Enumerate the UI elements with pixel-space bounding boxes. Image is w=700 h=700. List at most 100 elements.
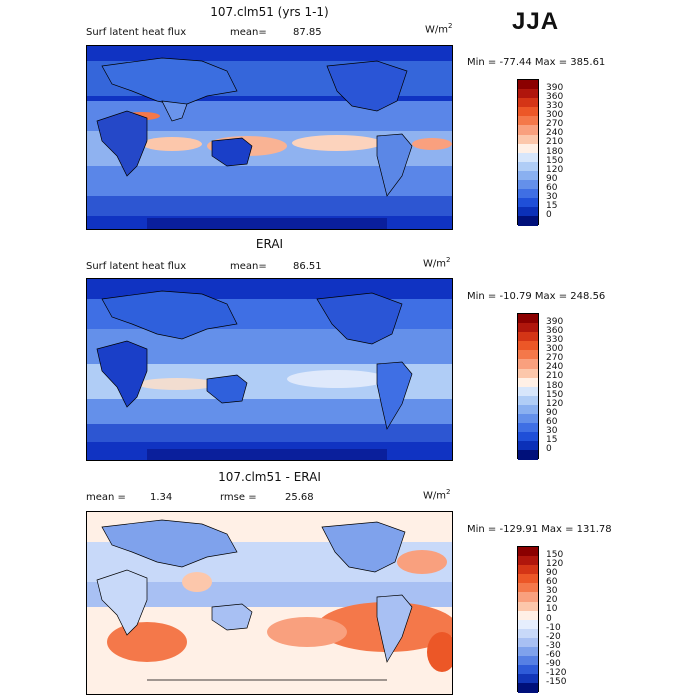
colorbar-label: 270 bbox=[546, 353, 564, 363]
colorbar-swatch bbox=[518, 152, 538, 162]
panel2-mean-value: 86.51 bbox=[293, 261, 322, 272]
colorbar-swatch bbox=[518, 637, 538, 648]
colorbar-swatch bbox=[518, 125, 538, 135]
colorbar-label: 240 bbox=[546, 362, 564, 372]
panel1-title: 107.clm51 (yrs 1-1) bbox=[210, 5, 329, 19]
colorbar-swatch bbox=[518, 332, 538, 342]
colorbar-swatch bbox=[518, 404, 538, 415]
colorbar-swatch bbox=[518, 683, 538, 693]
colorbar-swatch bbox=[518, 314, 538, 324]
colorbar-swatch bbox=[518, 395, 538, 405]
colorbar-label: 0 bbox=[546, 614, 552, 624]
colorbar-swatch bbox=[518, 547, 538, 557]
colorbar-swatch bbox=[518, 665, 538, 675]
colorbar-label: 10 bbox=[546, 604, 558, 614]
colorbar-label: 240 bbox=[546, 128, 564, 138]
colorbar-swatch bbox=[518, 601, 538, 611]
colorbar-swatch bbox=[518, 619, 538, 629]
panel3-map bbox=[86, 511, 453, 695]
colorbar-swatch bbox=[518, 377, 538, 387]
colorbar-label: 90 bbox=[546, 408, 558, 418]
panel2-mean-label: mean= bbox=[230, 261, 267, 272]
colorbar-swatch bbox=[518, 450, 538, 460]
colorbar-swatch bbox=[518, 207, 538, 217]
colorbar-label: 15 bbox=[546, 201, 558, 211]
panel3-min-max: Min = -129.91 Max = 131.78 bbox=[467, 524, 612, 535]
colorbar-label: 150 bbox=[546, 156, 564, 166]
colorbar-swatch bbox=[518, 574, 538, 584]
panel3-mean-label: mean = bbox=[86, 492, 126, 503]
colorbar-swatch bbox=[518, 198, 538, 208]
colorbar-swatch bbox=[518, 592, 538, 602]
panel1-variable-label: Surf latent heat flux bbox=[86, 27, 187, 38]
panel2-unit: W/m2 bbox=[423, 256, 451, 270]
colorbar-swatch bbox=[518, 189, 538, 199]
colorbar-label: 20 bbox=[546, 595, 558, 605]
colorbar-swatch bbox=[518, 359, 538, 369]
colorbar-swatch bbox=[518, 80, 538, 90]
colorbar-label: -120 bbox=[546, 668, 567, 678]
colorbar-swatch bbox=[518, 423, 538, 433]
colorbar-swatch bbox=[518, 610, 538, 620]
colorbar-label: 210 bbox=[546, 371, 564, 381]
colorbar-label: 90 bbox=[546, 568, 558, 578]
colorbar-label: 330 bbox=[546, 335, 564, 345]
colorbar-swatch bbox=[518, 116, 538, 126]
colorbar-swatch bbox=[518, 170, 538, 181]
colorbar-swatch bbox=[518, 583, 538, 593]
panel3-mean-value: 1.34 bbox=[150, 492, 173, 503]
panel2-map bbox=[86, 278, 453, 461]
colorbar-swatch bbox=[518, 180, 538, 190]
colorbar-label: 390 bbox=[546, 317, 564, 327]
colorbar-label: 150 bbox=[546, 550, 564, 560]
colorbar-label: 300 bbox=[546, 344, 564, 354]
colorbar-swatch bbox=[518, 432, 538, 442]
colorbar-swatch bbox=[518, 674, 538, 684]
panel1-map bbox=[86, 45, 453, 230]
colorbar-swatch bbox=[518, 647, 538, 657]
panel3-rmse-label: rmse = bbox=[220, 492, 257, 503]
panel1-mean-value: 87.85 bbox=[293, 27, 322, 38]
colorbar-swatch bbox=[518, 386, 538, 396]
colorbar-label: -20 bbox=[546, 632, 561, 642]
colorbar-label: 180 bbox=[546, 381, 564, 391]
colorbar-label: 0 bbox=[546, 210, 552, 220]
colorbar-label: 120 bbox=[546, 165, 564, 175]
colorbar-label: 30 bbox=[546, 586, 558, 596]
colorbar-label: 360 bbox=[546, 326, 564, 336]
colorbar-label: 360 bbox=[546, 92, 564, 102]
colorbar-label: -10 bbox=[546, 623, 561, 633]
colorbar-swatch bbox=[518, 341, 538, 351]
colorbar-swatch bbox=[518, 628, 538, 638]
colorbar-label: 180 bbox=[546, 147, 564, 157]
colorbar-swatch bbox=[518, 565, 538, 575]
panel3-rmse-value: 25.68 bbox=[285, 492, 314, 503]
colorbar-swatch bbox=[518, 414, 538, 424]
colorbar-label: 60 bbox=[546, 183, 558, 193]
colorbar-swatch bbox=[518, 161, 538, 171]
panel1-unit: W/m2 bbox=[425, 22, 453, 36]
colorbar-label: 270 bbox=[546, 119, 564, 129]
colorbar-swatch bbox=[518, 216, 538, 226]
colorbar-swatch bbox=[518, 89, 538, 99]
colorbar-label: 120 bbox=[546, 399, 564, 409]
colorbar-label: 15 bbox=[546, 435, 558, 445]
colorbar-label: 330 bbox=[546, 101, 564, 111]
colorbar-swatch bbox=[518, 368, 538, 378]
panel2-title: ERAI bbox=[255, 237, 284, 251]
colorbar-label: 150 bbox=[546, 390, 564, 400]
panel2-colorbar bbox=[517, 313, 539, 460]
colorbar-label: 120 bbox=[546, 559, 564, 569]
colorbar-swatch bbox=[518, 441, 538, 451]
colorbar-swatch bbox=[518, 143, 538, 153]
panel1-mean-label: mean= bbox=[230, 27, 267, 38]
colorbar-swatch bbox=[518, 350, 538, 360]
colorbar-label: 390 bbox=[546, 83, 564, 93]
colorbar-swatch bbox=[518, 134, 538, 144]
season-label: JJA bbox=[512, 8, 560, 35]
colorbar-swatch bbox=[518, 656, 538, 666]
colorbar-swatch bbox=[518, 98, 538, 108]
colorbar-label: 300 bbox=[546, 110, 564, 120]
colorbar-label: 60 bbox=[546, 577, 558, 587]
panel1-colorbar bbox=[517, 79, 539, 226]
